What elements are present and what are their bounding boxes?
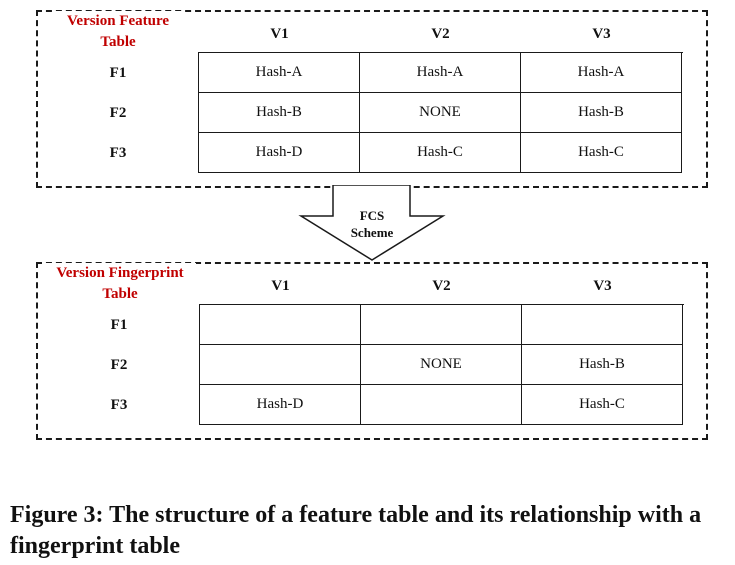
feature-cell: Hash-A [199, 53, 360, 93]
fingerprint-cell [200, 345, 361, 385]
fcs-scheme-label-line1: FCS [359, 208, 385, 223]
fcs-scheme-label-line2: Scheme [350, 225, 394, 240]
fcs-scheme-label: FCS Scheme [332, 207, 412, 241]
fingerprint-cell [522, 305, 683, 345]
feature-col-header-v3: V3 [592, 26, 611, 42]
fingerprint-col-header-v3: V3 [593, 278, 612, 294]
feature-col-header-v2: V2 [431, 26, 450, 42]
feature-cell: Hash-C [360, 133, 521, 173]
feature-cell: Hash-B [521, 93, 682, 133]
feature-col-header-v1: V1 [270, 26, 289, 42]
fingerprint-cell: Hash-D [200, 385, 361, 425]
feature-row-header-f2: F2 [109, 105, 127, 121]
fingerprint-row-header-f3: F3 [110, 397, 128, 413]
feature-cell: Hash-B [199, 93, 360, 133]
fingerprint-table-title-line1: Version Fingerprint [56, 265, 184, 281]
fingerprint-cell: NONE [361, 345, 522, 385]
fingerprint-table-grid: NONE Hash-B Hash-D Hash-C [199, 304, 684, 425]
figure-caption: Figure 3: The structure of a feature tab… [10, 502, 702, 559]
fingerprint-cell: Hash-B [522, 345, 683, 385]
feature-table-title-line1: Version Feature [66, 13, 170, 29]
fcs-scheme-arrow [298, 185, 446, 261]
fingerprint-cell [361, 385, 522, 425]
fingerprint-cell [361, 305, 522, 345]
feature-row-header-f3: F3 [109, 145, 127, 161]
feature-cell: NONE [360, 93, 521, 133]
fingerprint-col-header-v2: V2 [432, 278, 451, 294]
fingerprint-row-header-f2: F2 [110, 357, 128, 373]
feature-table-grid: Hash-A Hash-A Hash-A Hash-B NONE Hash-B … [198, 52, 683, 173]
fingerprint-cell: Hash-C [522, 385, 683, 425]
feature-cell: Hash-D [199, 133, 360, 173]
feature-table-title: Version Feature Table [52, 11, 184, 53]
fingerprint-table-title-line2: Table [102, 286, 138, 302]
fingerprint-row-header-f1: F1 [110, 317, 128, 333]
feature-cell: Hash-A [360, 53, 521, 93]
fingerprint-col-header-v1: V1 [271, 278, 290, 294]
fingerprint-table-title: Version Fingerprint Table [44, 263, 196, 305]
fingerprint-table-panel [36, 262, 708, 440]
fingerprint-cell [200, 305, 361, 345]
feature-cell: Hash-A [521, 53, 682, 93]
feature-table-title-line2: Table [100, 34, 136, 50]
feature-cell: Hash-C [521, 133, 682, 173]
feature-row-header-f1: F1 [109, 65, 127, 81]
